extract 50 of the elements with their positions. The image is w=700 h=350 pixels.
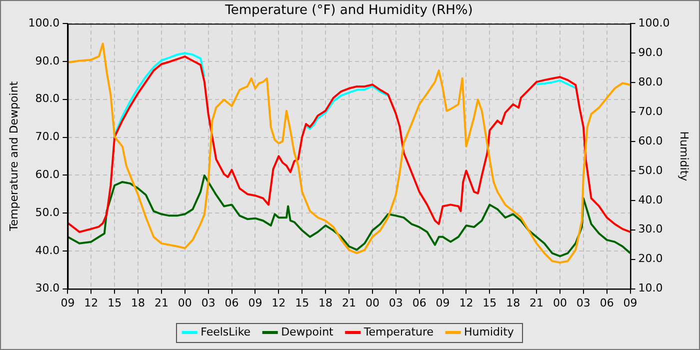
y2-tick-label: 60.0 [638,134,663,148]
y-tick-label: 80.0 [35,92,60,106]
x-tick-label: 12 [84,296,98,310]
y2-tick-label: 10.0 [638,282,663,295]
y-tick-label: 30.0 [35,282,60,295]
x-tick-label: 06 [600,296,614,310]
x-tick-label: 09 [60,296,75,310]
x-tick-label: 12 [272,296,286,310]
x-tick-label: 18 [131,296,146,310]
y2-tick-label: 40.0 [638,193,663,206]
y-tick-label: 50.0 [35,206,60,219]
y2-tick-label: 90.0 [638,46,663,59]
x-tick-label: 21 [530,296,544,310]
legend-label: FeelsLike [200,325,251,338]
y2-axis-title: Humidity [678,131,691,182]
x-tick-label: 06 [412,296,426,310]
x-tick-label: 00 [552,296,567,310]
chart-title: Temperature (°F) and Humidity (RH%) [224,3,473,18]
x-tick-label: 15 [108,296,122,310]
x-tick-label: 09 [623,296,638,310]
y-tick-label: 70.0 [35,130,60,144]
x-tick-label: 03 [201,296,216,310]
x-tick-label: 09 [248,296,262,310]
legend-label: Dewpoint [281,325,334,338]
y2-tick-label: 50.0 [638,164,663,177]
y-tick-label: 90.0 [35,54,60,68]
x-tick-label: 12 [459,296,474,310]
legend-label: Humidity [464,325,514,338]
x-tick-label: 03 [388,296,403,310]
y2-tick-label: 30.0 [638,222,663,236]
x-tick-label: 21 [342,296,356,310]
x-tick-label: 15 [482,296,497,310]
x-tick-label: 06 [224,296,239,310]
x-tick-label: 03 [576,296,590,310]
y2-tick-label: 100.0 [638,16,670,30]
y2-tick-label: 70.0 [638,104,663,118]
x-tick-label: 18 [506,296,520,310]
x-tick-label: 18 [318,296,333,310]
x-tick-label: 00 [365,296,380,310]
x-tick-label: 00 [178,296,192,310]
y-tick-label: 100.0 [28,16,60,30]
y-tick-label: 60.0 [35,168,60,181]
x-tick-label: 15 [295,296,310,310]
y-tick-label: 40.0 [35,244,60,257]
legend-label: Temperature [362,325,434,338]
x-tick-label: 09 [436,296,450,310]
y2-tick-label: 80.0 [638,75,663,88]
y2-tick-label: 20.0 [638,252,663,266]
y-axis-title: Temperature and Dewpoint [7,80,20,232]
x-tick-label: 21 [154,296,168,310]
